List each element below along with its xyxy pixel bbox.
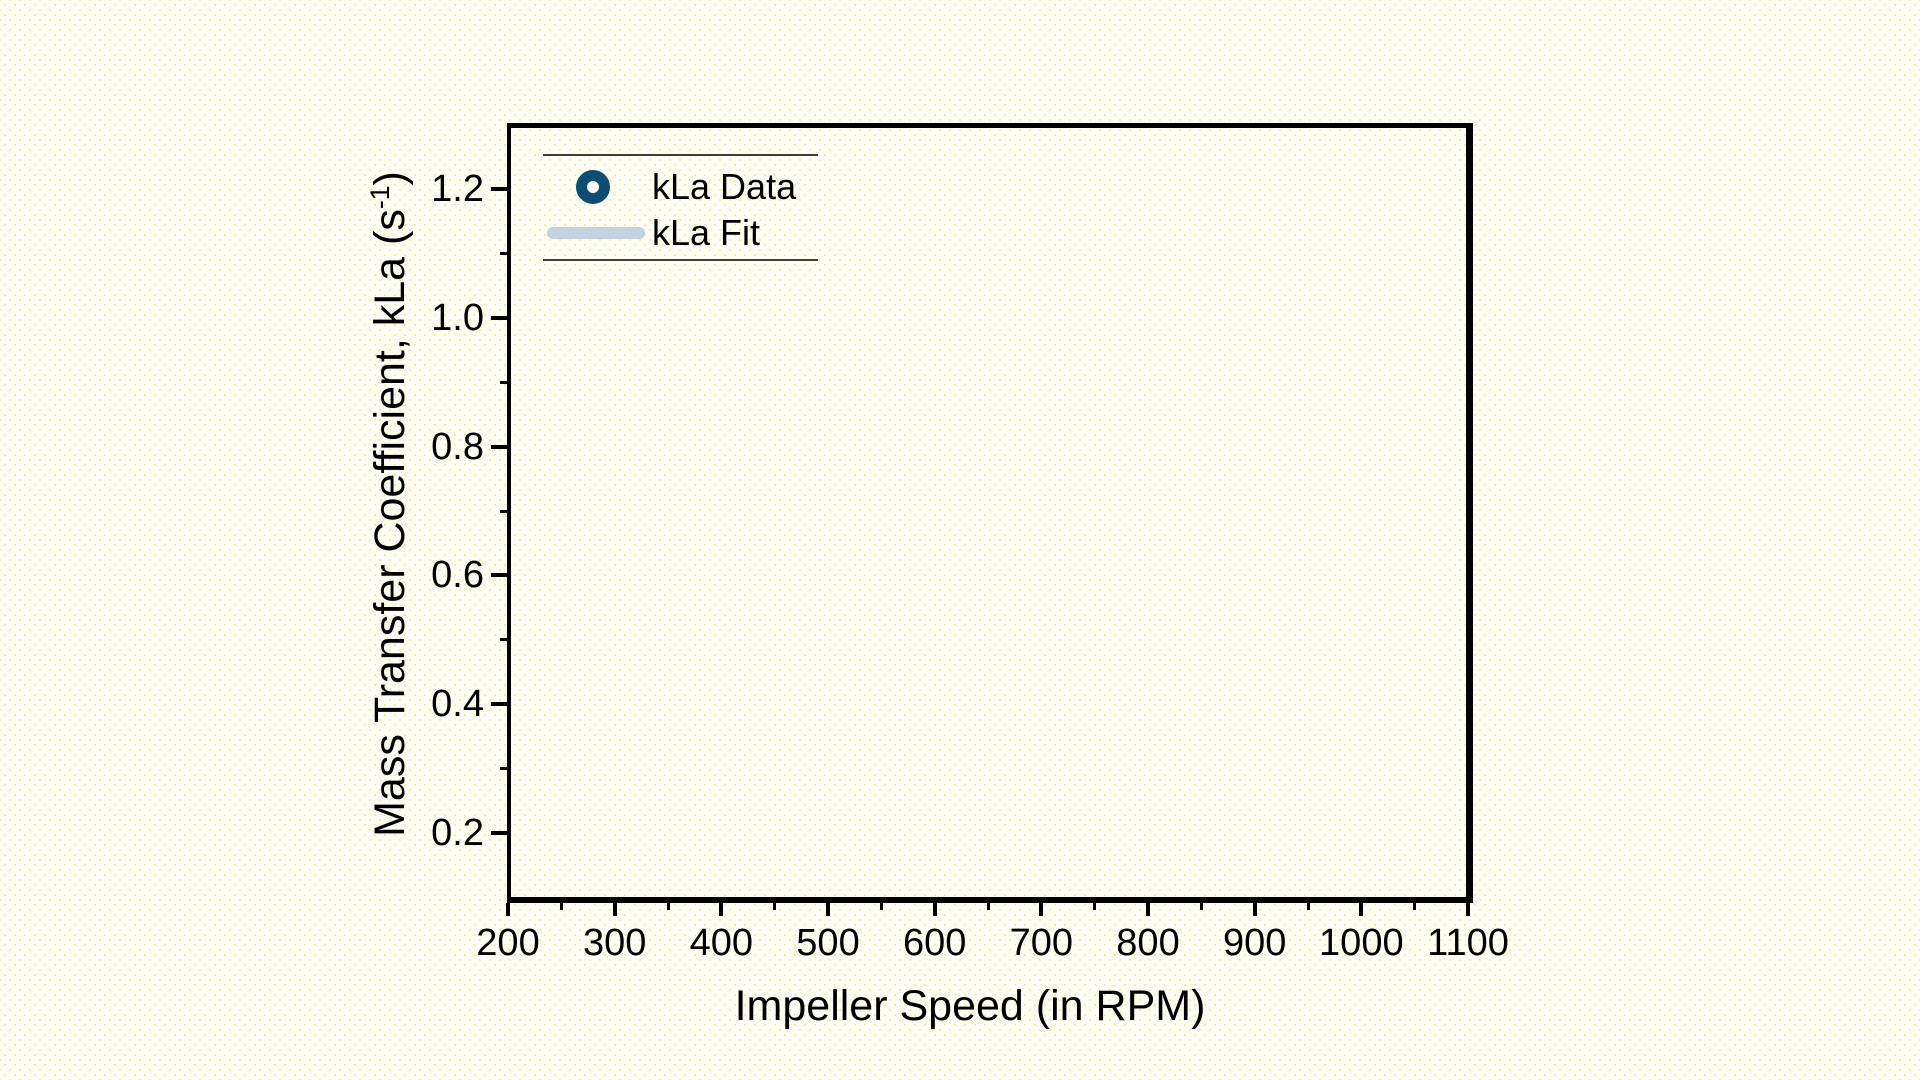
x-minor-tick [879,903,883,910]
y-major-tick [491,573,507,578]
legend-top-border [543,154,818,156]
y-tick-label: 0.6 [431,554,484,597]
x-major-tick [1252,903,1257,916]
y-axis-label-text: Mass Transfer Coefficient, kLa (s [366,209,415,837]
y-major-tick [491,831,507,835]
x-minor-tick [1199,903,1203,910]
x-major-tick [506,903,510,916]
x-tick-label: 400 [689,922,754,964]
x-major-tick [1039,903,1044,916]
y-minor-tick [500,638,507,642]
x-major-tick [719,903,724,916]
x-tick-label: 900 [1222,922,1287,964]
legend-label-kla-fit: kLa Fit [652,212,761,253]
x-major-tick [612,903,617,916]
legend-label-kla-data: kLa Data [652,166,797,207]
y-tick-label: 0.4 [431,683,484,726]
y-major-tick [491,315,507,320]
x-minor-tick [1093,903,1097,910]
x-tick-label: 700 [1009,922,1074,964]
y-major-tick [491,702,507,707]
x-minor-tick [1413,903,1417,910]
y-major-tick [491,187,507,191]
y-minor-tick [500,767,507,771]
y-axis-label-close: ) [366,171,415,186]
x-tick-label: 200 [476,922,540,964]
y-axis-label-superscript: -1 [364,185,395,210]
fit-line-sample-icon [547,227,645,239]
x-tick-label: 1100 [1427,922,1509,964]
y-minor-tick [500,251,507,255]
y-major-tick [491,444,507,449]
y-minor-tick [500,380,507,384]
y-tick-label: 0.8 [431,425,484,468]
plot-area [507,123,1473,903]
x-major-tick [1359,903,1364,916]
x-tick-label: 300 [582,922,647,964]
y-tick-label: 0.2 [431,812,484,854]
x-minor-tick [986,903,990,910]
x-major-tick [826,903,830,916]
y-minor-tick [500,509,507,513]
y-tick-label: 1.2 [431,168,484,210]
x-axis-label: Impeller Speed (in RPM) [734,982,1206,1030]
x-tick-label: 1000 [1319,922,1404,964]
x-major-tick [932,903,937,916]
x-major-tick [1146,903,1150,916]
x-tick-label: 500 [796,922,860,964]
x-minor-tick [559,903,563,910]
x-minor-tick [773,903,777,910]
y-tick-label: 1.0 [431,296,484,339]
y-axis-label: Mass Transfer Coefficient, kLa (s-1) [365,171,415,837]
x-minor-tick [1306,903,1310,910]
x-tick-label: 600 [902,922,967,964]
x-tick-label: 800 [1116,922,1180,964]
legend-bottom-border [543,259,818,261]
x-major-tick [1466,903,1470,916]
open-circle-marker-icon [576,170,610,204]
x-minor-tick [666,903,670,910]
